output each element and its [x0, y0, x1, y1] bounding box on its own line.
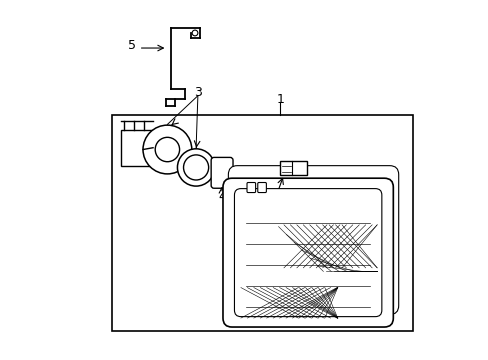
Circle shape — [183, 155, 208, 180]
FancyBboxPatch shape — [228, 166, 398, 315]
Text: 3: 3 — [194, 86, 202, 99]
Bar — [112, 116, 412, 330]
Bar — [280, 161, 306, 175]
FancyBboxPatch shape — [257, 183, 266, 193]
Text: 4: 4 — [218, 190, 225, 203]
Bar — [121, 130, 153, 166]
Text: 1: 1 — [276, 93, 284, 106]
FancyBboxPatch shape — [246, 183, 255, 193]
FancyBboxPatch shape — [223, 178, 392, 327]
Text: 2: 2 — [264, 216, 271, 230]
Text: 5: 5 — [127, 39, 135, 52]
FancyBboxPatch shape — [211, 157, 233, 188]
Circle shape — [177, 149, 214, 186]
FancyBboxPatch shape — [234, 189, 381, 317]
Circle shape — [192, 30, 198, 36]
Circle shape — [155, 137, 179, 162]
Circle shape — [142, 125, 191, 174]
